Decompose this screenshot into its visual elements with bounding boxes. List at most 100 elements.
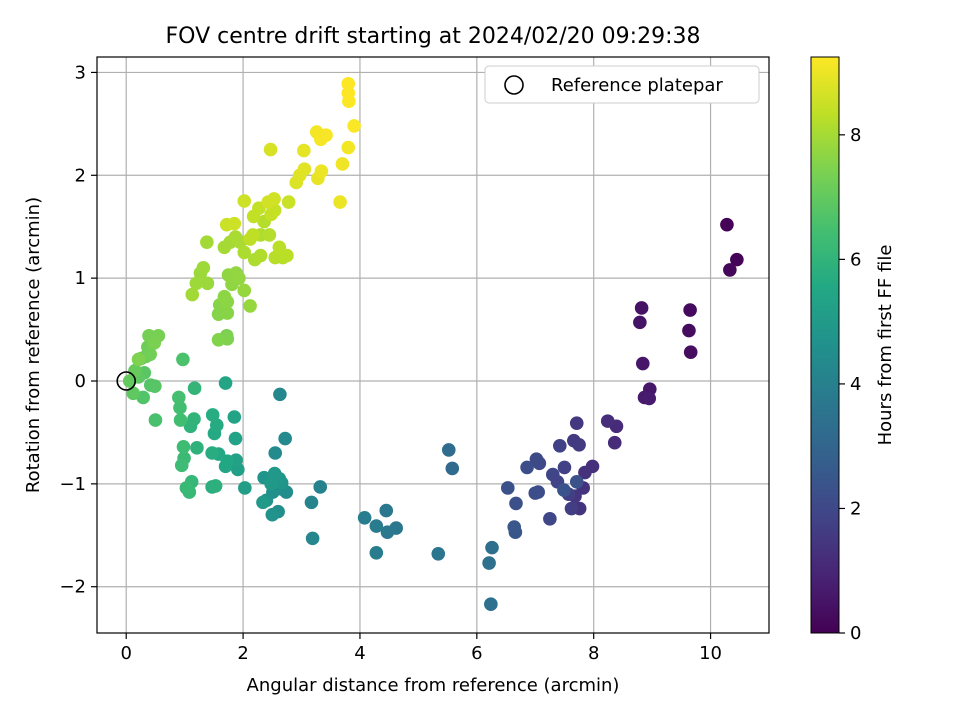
data-point	[313, 480, 328, 494]
data-point	[237, 245, 252, 260]
data-point	[267, 192, 281, 206]
data-point	[482, 556, 496, 570]
data-point	[196, 261, 211, 275]
x-axis-label: Angular distance from reference (arcmin)	[247, 675, 620, 696]
x-tick-label: 4	[354, 643, 365, 664]
legend: Reference platepar	[484, 65, 760, 104]
data-point	[256, 495, 270, 510]
data-point	[683, 303, 697, 317]
data-point	[500, 481, 515, 495]
data-point	[634, 301, 649, 315]
data-point	[273, 387, 287, 402]
data-point	[335, 157, 350, 171]
colorbar-tick-label: 0	[850, 623, 861, 644]
colorbar-tick-label: 2	[850, 498, 861, 519]
data-point	[379, 503, 394, 518]
data-point	[633, 315, 647, 330]
data-point	[122, 374, 137, 388]
data-point	[243, 299, 257, 313]
colorbar-tick-label: 4	[850, 374, 861, 395]
data-point	[557, 483, 571, 497]
data-point	[720, 217, 734, 232]
y-tick-label: 0	[75, 371, 86, 392]
data-point	[172, 390, 186, 405]
x-tick-label: 8	[588, 643, 599, 664]
data-point	[187, 381, 202, 396]
x-tick-label: 6	[471, 643, 482, 664]
data-point	[431, 547, 446, 561]
data-point	[380, 525, 395, 539]
data-point	[253, 248, 268, 263]
data-point	[304, 495, 319, 510]
data-point	[187, 412, 201, 426]
data-point	[265, 507, 280, 522]
x-tick-label: 0	[120, 643, 131, 664]
data-point	[509, 496, 523, 511]
data-point	[545, 467, 560, 482]
y-tick-label: 3	[75, 62, 86, 83]
data-point	[607, 435, 622, 450]
data-point	[190, 441, 204, 455]
data-point	[267, 466, 282, 481]
data-point	[227, 410, 242, 424]
data-point	[369, 545, 384, 560]
data-point	[347, 119, 361, 133]
colorbar	[810, 56, 840, 634]
data-point	[205, 446, 219, 460]
data-point	[564, 501, 579, 516]
data-point	[126, 386, 141, 401]
data-point	[528, 486, 543, 500]
data-point	[176, 352, 190, 367]
y-tick-label: −2	[59, 577, 86, 598]
data-point	[179, 481, 194, 495]
y-tick-label: 1	[75, 268, 86, 289]
data-point	[211, 333, 226, 347]
colorbar-tick-label: 6	[850, 249, 861, 270]
reference-platepar-marker	[116, 371, 137, 391]
data-point	[173, 400, 187, 415]
data-point	[445, 461, 460, 476]
data-point	[262, 228, 277, 242]
data-point	[600, 414, 615, 428]
data-point	[341, 76, 356, 91]
x-axis-ticks: 0 2 4 6 8 10	[120, 633, 722, 664]
data-point	[683, 345, 698, 360]
data-point	[209, 418, 224, 433]
data-point	[730, 252, 744, 267]
data-point	[520, 460, 534, 475]
legend-box	[484, 65, 760, 104]
data-point	[237, 283, 252, 298]
data-point	[200, 276, 215, 291]
data-point	[341, 140, 356, 155]
data-point	[723, 263, 737, 277]
y-axis-label: Rotation from reference (arcmin)	[23, 197, 44, 493]
data-point	[569, 416, 584, 430]
data-point	[148, 413, 163, 427]
data-point	[263, 142, 278, 157]
data-point	[176, 440, 191, 454]
data-point	[485, 540, 499, 555]
data-point	[220, 306, 235, 320]
x-tick-label: 2	[237, 643, 248, 664]
data-point	[148, 379, 162, 393]
data-point	[569, 475, 584, 489]
data-point	[572, 437, 586, 452]
data-point	[272, 240, 287, 255]
data-point	[143, 347, 157, 362]
data-point	[635, 356, 650, 371]
data-point	[529, 452, 544, 466]
data-point	[682, 323, 696, 338]
data-point	[238, 481, 252, 495]
data-point	[228, 431, 243, 446]
data-point	[200, 235, 214, 249]
legend-reference-icon	[504, 75, 524, 95]
data-point	[305, 531, 320, 546]
data-point	[237, 194, 252, 208]
data-point	[357, 511, 372, 525]
data-point	[369, 519, 384, 533]
data-point	[278, 431, 292, 446]
data-point	[507, 520, 522, 534]
data-point	[174, 458, 189, 473]
chart-title: FOV centre drift starting at 2024/02/20 …	[166, 24, 701, 49]
